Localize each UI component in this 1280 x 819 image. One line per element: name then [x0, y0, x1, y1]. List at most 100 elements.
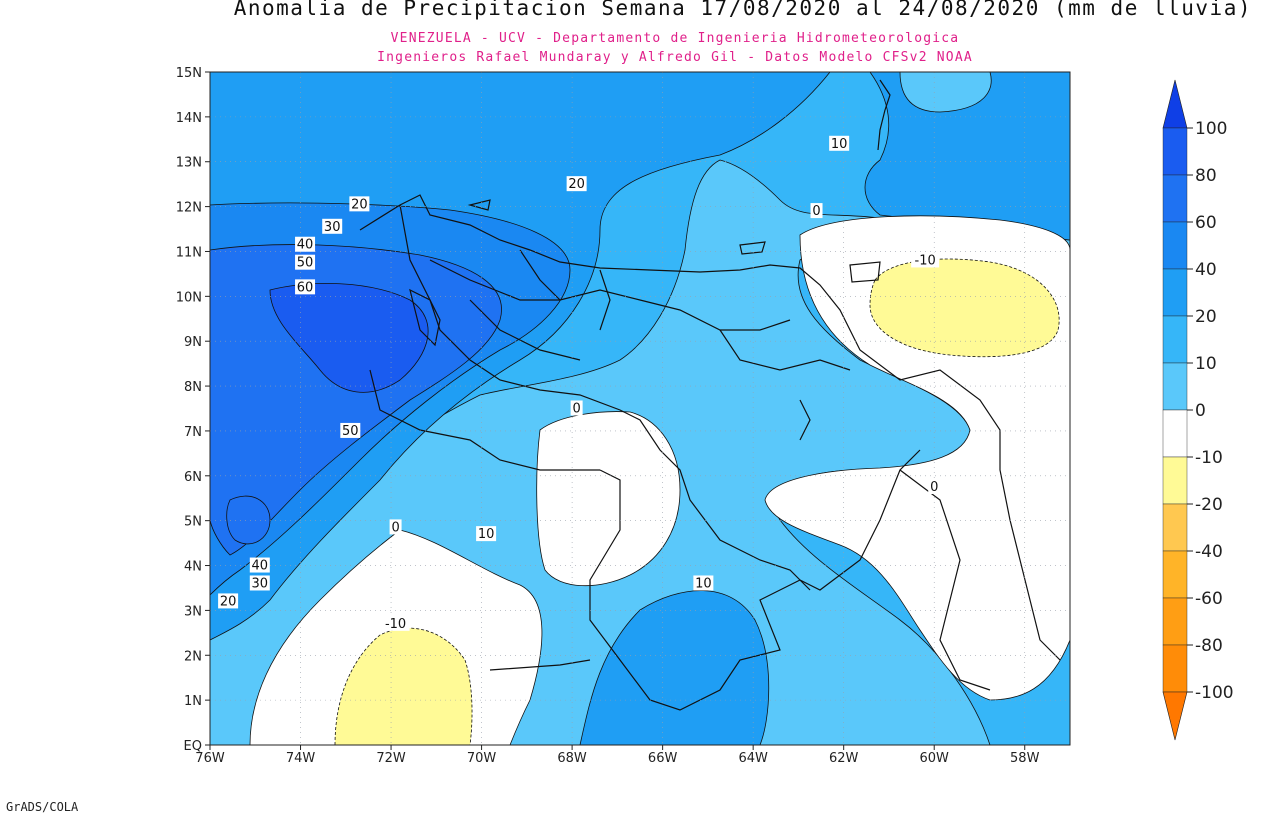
contour-label-text: 0 — [391, 520, 399, 535]
contour-label-bg — [829, 135, 850, 151]
chart-subtitle-institution: VENEZUELA - UCV - Departamento de Ingeni… — [390, 31, 960, 46]
border-colombia-west — [369, 369, 600, 471]
contour-label: 20 — [566, 176, 587, 192]
contour-labels: 20 30 40 50 60 20 10 0 -10 0 50 0 0 10 40 30 20 -10 10 — [218, 135, 941, 632]
contour-label: 0 — [810, 203, 823, 219]
contour-label-text: 50 — [297, 256, 314, 271]
contour-label-bg — [693, 575, 714, 591]
contour-fill-ne-small — [899, 72, 992, 113]
lon-tick-label: 60W — [920, 751, 950, 766]
lat-tick-label: 5N — [184, 515, 202, 530]
contour-label-bg — [349, 196, 370, 212]
colorbar-segment — [1162, 127, 1188, 176]
contour-label-bg — [570, 400, 583, 416]
chart-subtitle-authors: Ingenieros Rafael Mundaray y Alfredo Gil… — [377, 50, 973, 65]
colorbar-label: -60 — [1195, 589, 1223, 609]
footer-credit: GrADS/COLA — [6, 800, 79, 814]
lon-tick-label: 72W — [376, 751, 406, 766]
colorbar-segment — [1162, 456, 1188, 505]
contour-label-text: 40 — [297, 238, 314, 253]
contour-label: 10 — [693, 575, 714, 591]
contour-fill-60-plus — [269, 283, 429, 393]
latitude-axis: 15N 14N 13N 12N 11N 10N 9N 8N 7N 6N 5N 4N 3N 2N 1N EQ — [176, 66, 210, 754]
contour-label-bg — [295, 236, 316, 252]
border-interior-5 — [599, 269, 611, 331]
map-plot-area: 20 30 40 50 60 20 10 0 -10 0 50 0 0 10 40 30 20 -10 10 — [210, 72, 1070, 745]
colorbar-segment — [1162, 221, 1188, 270]
contour-label: 50 — [340, 422, 361, 439]
colorbar-label: 60 — [1195, 213, 1217, 233]
contour-label: 50 — [295, 254, 316, 271]
coastline-north — [359, 194, 1061, 661]
border-guyana — [899, 469, 991, 691]
lat-tick-label: 4N — [184, 560, 202, 575]
colorbar-label: 100 — [1195, 119, 1227, 139]
colorbar-bottom-arrow — [1162, 691, 1188, 741]
colorbar-label: 80 — [1195, 166, 1217, 186]
contour-label-text: 40 — [252, 559, 269, 574]
contour-label: 0 — [570, 400, 583, 417]
contour-label: 60 — [295, 279, 316, 295]
river-orinoco — [799, 399, 811, 441]
contour-label: 0 — [389, 519, 402, 535]
contour-label-bg — [928, 479, 941, 495]
contour-label: -10 — [911, 252, 940, 268]
colorbar-segment — [1162, 597, 1188, 646]
plot-frame — [209, 71, 1071, 746]
contour-label-text: 30 — [252, 576, 269, 591]
contour-label-bg — [381, 615, 410, 631]
lat-tick-label: 8N — [184, 380, 202, 395]
contour-label-text: -10 — [915, 253, 936, 268]
contour-label-text: 30 — [324, 220, 341, 235]
lon-tick-label: 68W — [557, 751, 587, 766]
lat-tick-label: 1N — [184, 694, 202, 709]
colorbar-segment — [1162, 550, 1188, 599]
colorbar-label: 40 — [1195, 260, 1217, 280]
contour-label-text: 50 — [342, 424, 359, 439]
border-interior-3 — [719, 329, 851, 371]
border-interior-4 — [519, 249, 561, 301]
contour-label-text: 10 — [695, 576, 712, 591]
contour-label-text: 10 — [831, 137, 848, 152]
contour-label: -10 — [381, 615, 410, 632]
colorbar-label: 20 — [1195, 307, 1217, 327]
lat-tick-label: 9N — [184, 335, 202, 350]
contour-label-bg — [911, 252, 940, 268]
lake-maracaibo — [409, 288, 441, 347]
contour-label: 30 — [249, 575, 270, 591]
contour-label-text: 0 — [812, 204, 820, 219]
colorbar-label: 0 — [1195, 401, 1206, 421]
contour-fill-neg-central — [536, 411, 681, 587]
colorbar-segment — [1162, 409, 1188, 458]
graticule — [210, 72, 1070, 745]
lon-tick-label: 62W — [829, 751, 859, 766]
lon-tick-label: 64W — [738, 751, 768, 766]
lat-tick-label: 3N — [184, 604, 202, 619]
island-margarita — [739, 241, 766, 255]
lat-tick-label: 13N — [176, 156, 202, 171]
contour-label-bg — [810, 203, 823, 219]
contour-label: 40 — [295, 236, 316, 253]
contour-label-text: 20 — [220, 594, 237, 609]
border-venezuela-colombia — [399, 204, 811, 591]
island-trinidad — [849, 261, 881, 283]
border-colombia-south — [489, 659, 591, 671]
lon-tick-label: 74W — [286, 751, 316, 766]
contour-label-bg — [322, 218, 343, 234]
colorbar-label: -80 — [1195, 636, 1223, 656]
lat-tick-label: 15N — [176, 66, 202, 81]
contour-label-bg — [340, 422, 361, 438]
country-borders — [359, 79, 1061, 711]
island-curacao — [467, 199, 491, 211]
colorbar-segment — [1162, 362, 1188, 411]
contour-label: 20 — [218, 593, 239, 609]
contour-label-bg — [476, 526, 497, 542]
contour-label-bg — [566, 176, 587, 192]
contour-label-text: 10 — [478, 527, 495, 542]
island-lesser-antilles — [877, 79, 891, 151]
border-interior-1 — [429, 259, 791, 331]
longitude-axis: 76W 74W 72W 70W 68W 66W 64W 62W 60W 58W — [195, 745, 1040, 766]
colorbar-segment — [1162, 503, 1188, 552]
